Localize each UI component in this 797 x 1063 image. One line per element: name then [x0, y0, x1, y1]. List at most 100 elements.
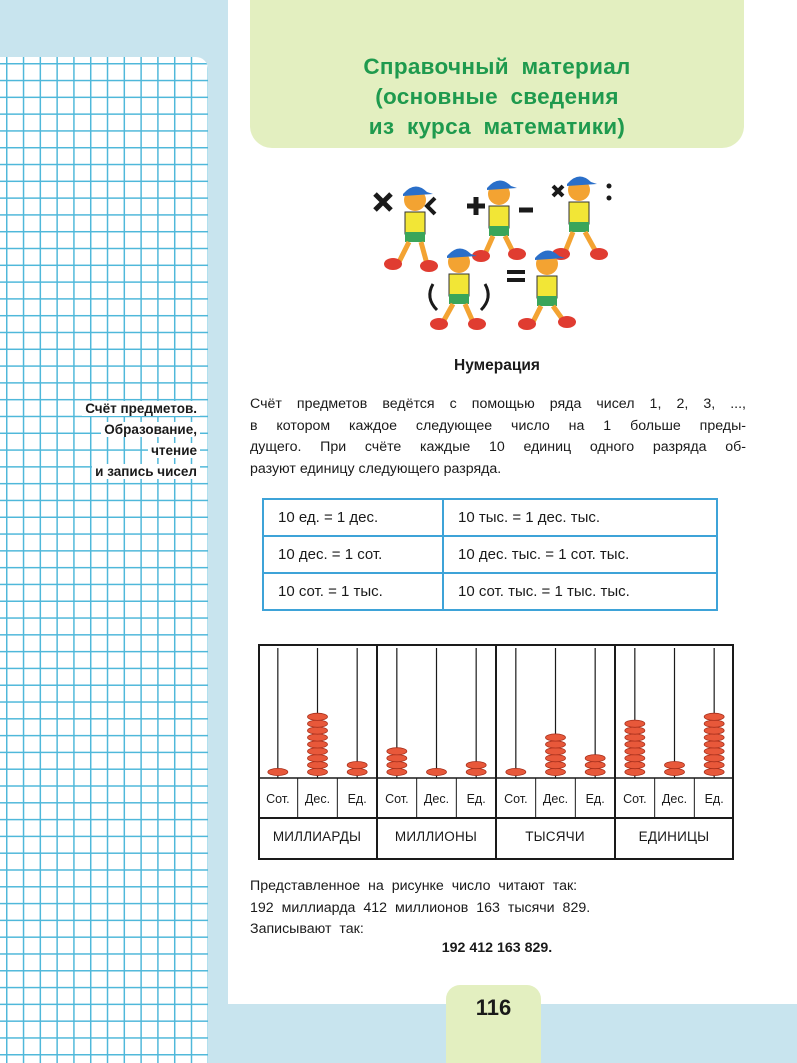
math-characters-illustration [373, 176, 612, 330]
numbering-paragraph: Счёт предметов ведётся с помощью ряда чи… [250, 394, 746, 480]
table-cell: 10 тыс. = 1 дес. тыс. [442, 498, 718, 537]
abacus-bead [545, 761, 566, 770]
place-value-label: Ед. [585, 792, 605, 806]
units-table: 10 ед. = 1 дес. 10 тыс. = 1 дес. тыс. 10… [262, 498, 718, 622]
class-group-label: ТЫСЯЧИ [525, 829, 585, 844]
abacus-bead [703, 747, 725, 756]
place-value-label: Сот. [623, 792, 647, 806]
paragraph-line: разуют единицу следующего разряда. [250, 460, 502, 477]
margin-note-line: Счёт предметов. [82, 401, 200, 416]
header-banner [250, 0, 744, 148]
abacus-bead [465, 768, 487, 777]
table-cell: 10 дес. = 1 сот. [262, 535, 444, 574]
abacus-bead [307, 719, 328, 728]
class-group-label: ЕДИНИЦЫ [638, 829, 710, 844]
abacus-diagram [258, 644, 734, 860]
abacus-bead [386, 768, 408, 777]
abacus-bead [386, 754, 408, 763]
abacus-bead [703, 740, 725, 749]
place-value-label: Ед. [347, 792, 367, 806]
place-value-label: Сот. [504, 792, 528, 806]
page-number: 116 [475, 995, 512, 1020]
abacus-bead [624, 733, 646, 742]
character-icon [551, 176, 612, 260]
abacus-bead [545, 754, 566, 763]
abacus-bead [624, 761, 646, 770]
title-line: Справочный материал [363, 54, 631, 79]
section-title: Нумерация [454, 357, 540, 374]
abacus-bead [307, 733, 328, 742]
abacus-bead [307, 740, 328, 749]
abacus-bead [426, 768, 447, 777]
place-value-label: Сот. [266, 792, 290, 806]
abacus-bead [307, 761, 328, 770]
place-value-label: Сот. [385, 792, 409, 806]
character-icon [428, 248, 490, 330]
abacus-bead [584, 761, 606, 770]
abacus-bead [346, 761, 368, 770]
explanation-line: Записывают так: [250, 921, 364, 937]
character-icon [373, 186, 438, 272]
margin-topic-note: Счёт предметов. Образование, чтение и за… [40, 398, 200, 482]
explanation-line: 192 миллиарда 412 миллионов 163 тысячи 8… [250, 899, 591, 916]
abacus-bead [624, 747, 646, 756]
class-group-label: МИЛЛИОНЫ [394, 829, 478, 844]
abacus-bead [664, 761, 685, 770]
abacus-bead [307, 712, 328, 721]
abacus-bead [703, 733, 725, 742]
table-row: 10 дес. = 1 сот. 10 дес. тыс. = 1 сот. т… [262, 535, 718, 574]
explanation-line: Представленное на рисунке число читают т… [250, 878, 578, 894]
abacus-bead [584, 754, 606, 763]
abacus-bead [703, 768, 725, 777]
margin-note-line: Образование, [101, 422, 200, 437]
reading-explanation: Представленное на рисунке число читают т… [250, 876, 660, 941]
abacus-bead [386, 761, 408, 770]
page-title: Справочный материал (основные сведения и… [250, 52, 744, 142]
abacus-bead [624, 754, 646, 763]
abacus-bead [624, 740, 646, 749]
abacus-bead [307, 754, 328, 763]
abacus-bead [664, 768, 685, 777]
abacus-bead [703, 712, 725, 721]
place-value-label: Дес. [661, 792, 688, 806]
character-icon [507, 250, 576, 330]
abacus-bead [624, 726, 646, 735]
title-line: (основные сведения [375, 84, 619, 109]
paragraph-line: Счёт предметов ведётся с помощью ряда чи… [250, 396, 746, 412]
abacus-bead [545, 740, 566, 749]
abacus-bead [307, 747, 328, 756]
table-cell: 10 сот. тыс. = 1 тыс. тыс. [442, 572, 718, 611]
abacus-bead [545, 747, 566, 756]
title-line: из курса математики) [368, 114, 626, 139]
place-value-label: Дес. [542, 792, 569, 806]
place-value-label: Ед. [466, 792, 486, 806]
written-number: 192 412 163 829. [441, 940, 553, 956]
abacus-bead [346, 768, 368, 777]
abacus-bead [545, 768, 566, 777]
graph-paper-margin [0, 57, 208, 1063]
abacus-bead [386, 747, 408, 756]
table-row: 10 ед. = 1 дес. 10 тыс. = 1 дес. тыс. [262, 498, 718, 537]
class-group-label: МИЛЛИАРДЫ [272, 829, 362, 844]
place-value-label: Дес. [304, 792, 331, 806]
place-value-label: Дес. [423, 792, 450, 806]
abacus-bead [307, 726, 328, 735]
margin-note-line: и запись чисел [92, 464, 200, 479]
table-row: 10 сот. = 1 тыс. 10 сот. тыс. = 1 тыс. т… [262, 572, 718, 611]
table-cell: 10 дес. тыс. = 1 сот. тыс. [442, 535, 718, 574]
abacus-bead [584, 768, 606, 777]
paragraph-line: дущего. При счёте каждые 10 единиц одног… [250, 439, 746, 455]
abacus-bead [703, 754, 725, 763]
paragraph-line: в котором каждое следующее число на 1 бо… [250, 417, 746, 434]
abacus-bead [307, 768, 328, 777]
abacus-bead [703, 719, 725, 728]
page-number-tab [446, 985, 541, 1063]
margin-note-line: чтение [148, 443, 200, 458]
abacus-bead [267, 768, 289, 777]
abacus-bead [624, 768, 646, 777]
abacus-bead [545, 733, 566, 742]
place-value-label: Ед. [704, 792, 724, 806]
abacus-bead [703, 726, 725, 735]
abacus-bead [465, 761, 487, 770]
abacus-bead [624, 719, 646, 728]
